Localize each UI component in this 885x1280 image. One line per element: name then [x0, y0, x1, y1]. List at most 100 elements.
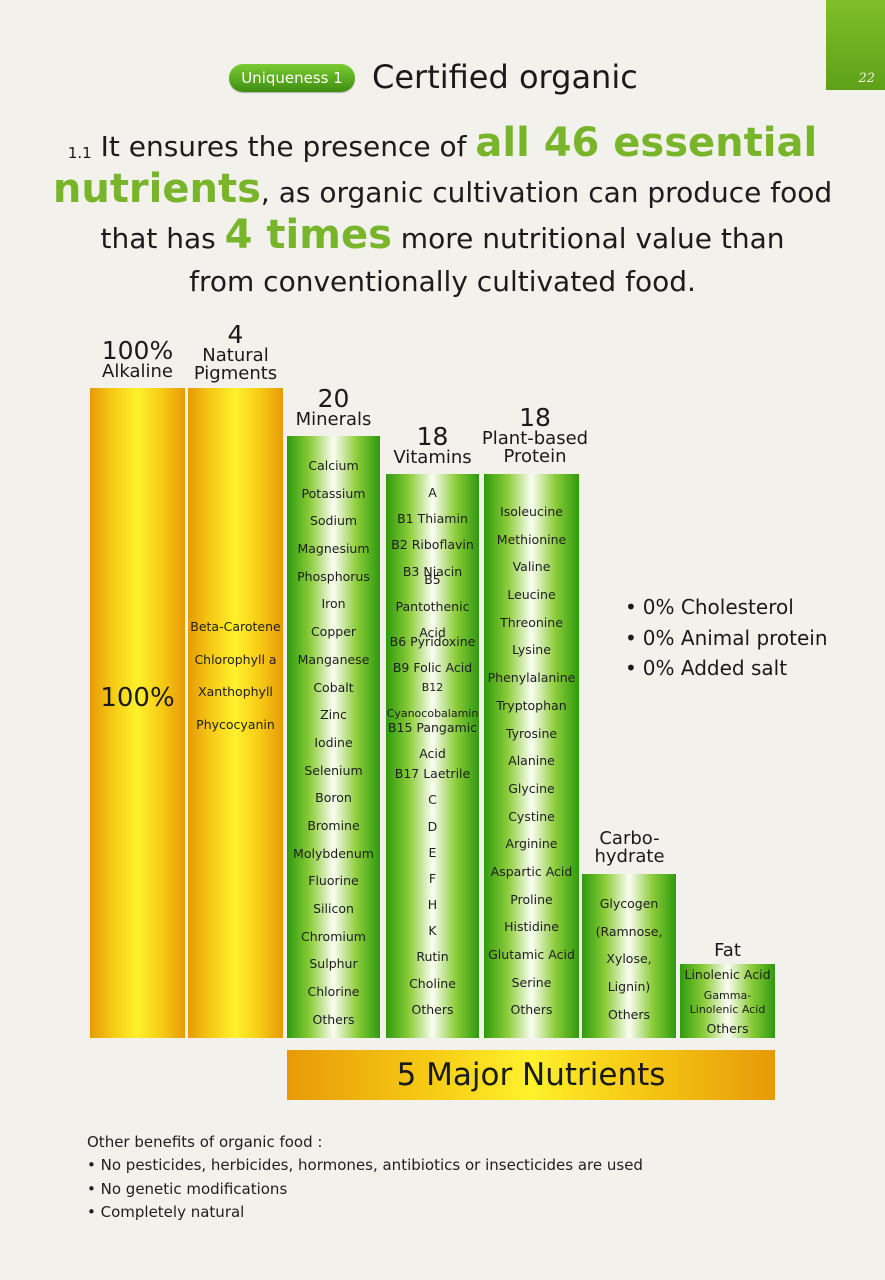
mineral-item: Bromine: [307, 817, 360, 833]
vitamin-item: B1 Thiamin: [397, 511, 468, 527]
intro-text-4: more nutritional value than: [400, 222, 785, 255]
pigments-list: Beta-Carotene Chlorophyll a Xanthophyll …: [188, 611, 283, 741]
mineral-item: Potassium: [301, 485, 366, 501]
alkaline-count: 100%: [101, 336, 174, 365]
protein-item: Glycine: [508, 780, 555, 796]
claims-list: • 0% Cholesterol • 0% Animal protein • 0% A…: [625, 592, 828, 684]
carbohydrate-item: (Ramnose,: [595, 923, 663, 939]
mineral-item: Zinc: [320, 707, 347, 723]
benefits-section: Other benefits of organic food : • No pe…: [87, 1131, 643, 1224]
protein-item: Cystine: [508, 808, 555, 824]
protein-title-line1: Plant-based: [481, 428, 589, 449]
section-number: 1.1: [67, 144, 92, 162]
protein-list: Isoleucine Methionine Valine Leucine Thr…: [484, 498, 579, 1024]
bullet-icon: •: [87, 1156, 101, 1175]
vitamin-item: E: [428, 844, 437, 860]
protein-item: Methionine: [496, 531, 567, 547]
page-title: Certified organic: [372, 58, 638, 96]
vitamin-item: B5 Pantothenic Acid: [395, 572, 470, 640]
claim-item: • 0% Added salt: [625, 653, 828, 684]
vitamin-item: F: [428, 870, 437, 886]
bullet-icon: •: [625, 656, 637, 680]
benefit-text: Completely natural: [100, 1202, 245, 1221]
fat-bar: Linolenic Acid Gamma-Linolenic Acid Othe…: [680, 964, 775, 1038]
vitamin-item: B12 Cyanocobalamin: [386, 680, 479, 721]
carbohydrate-item: Xylose,: [606, 951, 652, 967]
pigment-item: Beta-Carotene: [190, 619, 281, 634]
benefits-title: Other benefits of organic food :: [87, 1133, 323, 1151]
mineral-item: Calcium: [308, 458, 359, 473]
carbohydrate-item: Lignin): [607, 979, 651, 995]
protein-item: Glutamic Acid: [488, 947, 575, 962]
uniqueness-badge: Uniqueness 1: [229, 64, 355, 92]
mineral-item: Manganese: [297, 651, 370, 667]
claim-text: 0% Animal protein: [642, 625, 828, 650]
vitamins-bar: A B1 Thiamin B2 Riboflavin B3 Niacin B5 …: [386, 474, 479, 1038]
carbohydrate-list: Glycogen (Ramnose, Xylose, Lignin) Other…: [582, 890, 676, 1028]
vitamin-item: B2 Riboflavin: [391, 537, 474, 553]
protein-item: Others: [510, 1002, 553, 1018]
vitamin-item: B6 Pyridoxine: [389, 633, 476, 649]
benefit-text: No genetic modifications: [100, 1179, 288, 1198]
mineral-item: Silicon: [313, 901, 354, 916]
fat-item: Gamma-Linolenic Acid: [689, 989, 766, 1016]
carbohydrate-header: Carbo- hydrate: [582, 830, 677, 866]
carbohydrate-title-line2: hydrate: [594, 846, 665, 867]
pigments-title-line2: Pigments: [193, 363, 278, 384]
vitamin-item: B3 Niacin: [402, 563, 463, 579]
mineral-item: Boron: [315, 790, 352, 806]
claim-text: 0% Cholesterol: [642, 595, 794, 619]
mineral-item: Sulphur: [309, 956, 358, 972]
protein-item: Aspartic Acid: [490, 863, 573, 879]
mineral-item: Molybdenum: [293, 845, 374, 861]
protein-item: Phenylalanine: [487, 670, 576, 686]
benefit-text: No pesticides, herbicides, hormones, ant…: [100, 1156, 643, 1175]
vitamins-count: 18: [416, 422, 449, 451]
protein-item: Tyrosine: [505, 725, 558, 741]
carbohydrate-item: Glycogen: [599, 896, 659, 911]
benefit-item: • No genetic modifications: [87, 1178, 643, 1201]
intro-highlight-1b: nutrients: [52, 166, 261, 212]
vitamins-header: 18 Vitamins: [385, 424, 480, 467]
vitamin-item: B17 Laetrile: [394, 766, 471, 782]
protein-item: Lysine: [512, 642, 551, 658]
fat-title: Fat: [714, 940, 741, 961]
bullet-icon: •: [87, 1202, 101, 1221]
page-number: 22: [858, 71, 875, 86]
minerals-bar: Calcium Potassium Sodium Magnesium Phosp…: [287, 436, 380, 1038]
protein-item: Proline: [510, 891, 553, 907]
fat-header: Fat: [680, 942, 775, 960]
mineral-item: Selenium: [304, 762, 363, 778]
intro-text-1: It ensures the presence of: [100, 130, 467, 163]
protein-item: Arginine: [505, 836, 558, 852]
mineral-item: Chlorine: [307, 984, 360, 1000]
claim-item: • 0% Cholesterol: [625, 592, 828, 623]
bullet-icon: •: [625, 595, 637, 619]
carbohydrate-title-line1: Carbo-: [599, 828, 660, 849]
mineral-item: Copper: [310, 624, 357, 640]
minerals-header: 20 Minerals: [286, 386, 381, 429]
fat-item: Linolenic Acid: [684, 967, 771, 982]
carbohydrate-item: Others: [607, 1006, 650, 1022]
intro-highlight-1a: all 46 essential: [475, 120, 818, 166]
page-number-tab: 22: [826, 0, 885, 90]
bullet-icon: •: [625, 625, 637, 650]
protein-title-line2: Protein: [503, 446, 567, 467]
alkaline-header: 100% Alkaline: [90, 338, 185, 381]
alkaline-bar: 100%: [90, 388, 185, 1038]
intro-text-2: , as organic cultivation can produce foo…: [260, 176, 833, 209]
vitamins-title: Vitamins: [393, 447, 472, 468]
vitamin-item: B15 Pangamic Acid: [387, 719, 478, 762]
pigment-item: Xanthophyll: [198, 684, 273, 699]
intro-text-3: that has: [100, 222, 216, 255]
protein-item: Leucine: [507, 587, 556, 603]
benefit-item: • Completely natural: [87, 1201, 643, 1224]
protein-bar: Isoleucine Methionine Valine Leucine Thr…: [484, 474, 579, 1038]
vitamin-item: C: [428, 792, 437, 808]
intro-paragraph: 1.1 It ensures the presence of all 46 es…: [20, 122, 865, 303]
mineral-item: Sodium: [309, 513, 358, 529]
mineral-item: Cobalt: [313, 679, 354, 695]
mineral-item: Phosphorus: [297, 568, 370, 584]
vitamin-item: Rutin: [416, 949, 449, 965]
carbohydrate-bar: Glycogen (Ramnose, Xylose, Lignin) Other…: [582, 874, 676, 1038]
